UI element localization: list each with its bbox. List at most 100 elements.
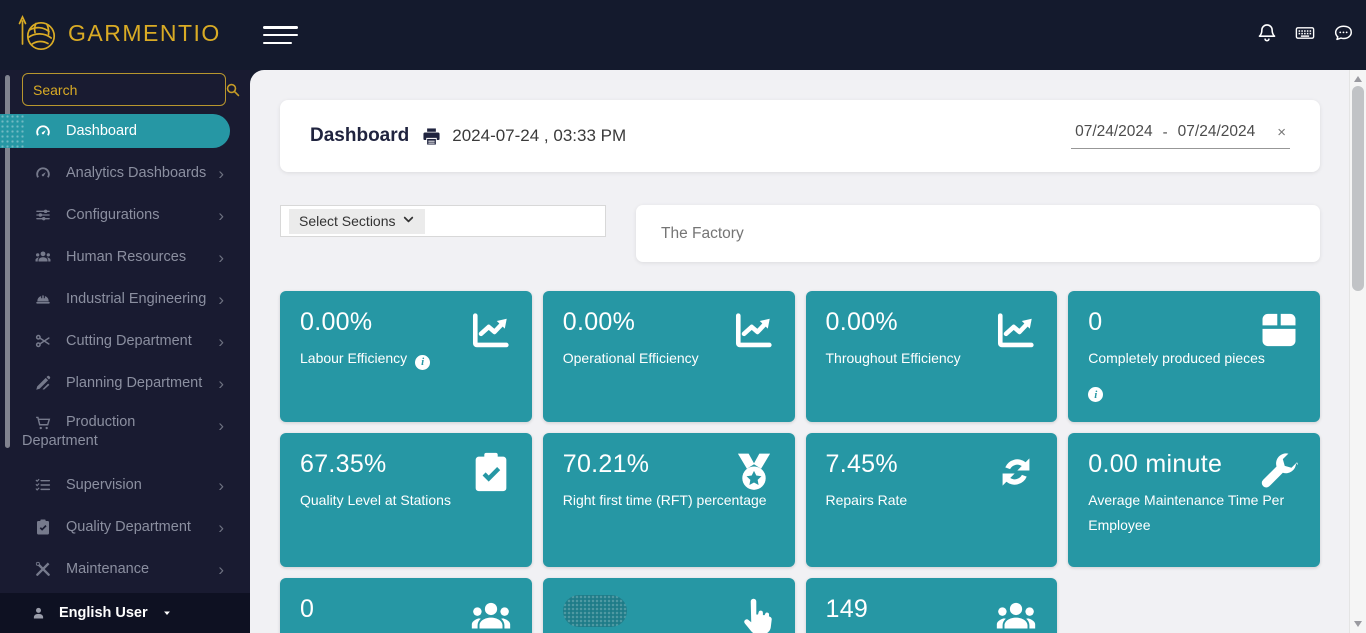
info-row: i xyxy=(1088,383,1300,402)
brand[interactable]: GARMENTIO xyxy=(14,12,221,54)
sliders-icon xyxy=(34,206,52,224)
chat-icon[interactable] xyxy=(1332,22,1354,44)
user-menu[interactable]: English User xyxy=(0,593,250,633)
kpi-label-text: Average Maintenance Time Per Employee xyxy=(1088,492,1285,533)
chevron-right-icon: › xyxy=(218,373,224,393)
chevron-right-icon: › xyxy=(218,416,224,435)
kpi-card-right-first-time-rft-percentage: 70.21% Right first time (RFT) percentage xyxy=(542,433,795,567)
users-icon xyxy=(34,248,52,266)
yarn-logo-icon xyxy=(14,12,60,54)
chevron-right-icon: › xyxy=(218,475,224,495)
dashboard-header-card: Dashboard 2024-07-24 , 03:33 PM 07/24/20… xyxy=(280,100,1320,172)
kpi-card-average-maintenance-time-per-employee: 0.00 minute Average Maintenance Time Per … xyxy=(1068,433,1320,567)
chart-line-icon xyxy=(731,307,777,353)
search-icon[interactable] xyxy=(224,81,241,98)
sidebar-item-supervision[interactable]: Supervision › xyxy=(0,464,250,506)
kpi-card: 149 xyxy=(805,578,1058,633)
brand-name: GARMENTIO xyxy=(68,19,221,46)
info-icon[interactable]: i xyxy=(1088,387,1104,402)
sidebar-item-label: Cutting Department xyxy=(66,333,192,349)
chevron-right-icon: › xyxy=(218,289,224,309)
kpi-value: 0.00% xyxy=(562,308,636,336)
sidebar-item-production-department[interactable]: Production Department › xyxy=(0,404,250,464)
kpi-value: 0 xyxy=(1088,308,1103,336)
kpi-value xyxy=(562,595,775,633)
kpi-card: 0 xyxy=(280,578,532,633)
date-to: 07/24/2024 xyxy=(1177,123,1256,140)
sidebar-item-analytics-dashboards[interactable]: Analytics Dashboards › xyxy=(0,152,250,194)
sidebar-item-planning-department[interactable]: Planning Department › xyxy=(0,362,250,404)
kpi-card-labour-efficiency: 0.00% Labour Efficiency i xyxy=(280,291,532,422)
hard-hat-icon xyxy=(34,290,52,308)
select-sections-button[interactable]: Select Sections xyxy=(289,208,425,234)
hamburger-menu-icon[interactable] xyxy=(263,26,298,44)
sidebar-item-cutting-department[interactable]: Cutting Department › xyxy=(0,320,250,362)
user-label: English User xyxy=(59,605,148,621)
vertical-scrollbar[interactable] xyxy=(1349,70,1366,633)
clipboard-check-icon xyxy=(468,449,514,495)
kpi-card-throughout-efficiency: 0.00% Throughout Efficiency xyxy=(805,291,1058,422)
kpi-card-quality-level-at-stations: 67.35% Quality Level at Stations xyxy=(280,433,532,567)
kpi-card-operational-efficiency: 0.00% Operational Efficiency xyxy=(542,291,795,422)
sidebar-item-label: Quality Department xyxy=(66,519,191,535)
chevron-right-icon: › xyxy=(218,559,224,579)
search-input[interactable] xyxy=(23,81,224,98)
sidebar-item-industrial-engineering[interactable]: Industrial Engineering › xyxy=(0,278,250,320)
kpi-label: Completely produced pieces xyxy=(1088,346,1300,371)
kpi-value: 70.21% xyxy=(562,450,650,478)
sidebar-item-label: Analytics Dashboards xyxy=(66,165,207,181)
obscured-value xyxy=(562,595,627,627)
kpi-card-repairs-rate: 7.45% Repairs Rate xyxy=(805,433,1058,567)
sidebar-item-maintenance[interactable]: Maintenance › xyxy=(0,548,250,590)
date-clear-button[interactable]: × xyxy=(1277,123,1286,141)
kpi-value: 0.00% xyxy=(825,308,898,336)
bell-icon[interactable] xyxy=(1256,22,1278,44)
date-range-picker[interactable]: 07/24/2024 - 07/24/2024 × xyxy=(1071,123,1290,149)
chevron-right-icon: › xyxy=(218,331,224,351)
recycle-icon xyxy=(993,449,1039,495)
kpi-label: Throughout Efficiency xyxy=(826,346,1038,371)
tools-icon xyxy=(34,560,52,578)
kpi-label-text: Repairs Rate xyxy=(825,492,908,508)
scrollbar-thumb[interactable] xyxy=(1352,86,1364,291)
sidebar-item-quality-department[interactable]: Quality Department › xyxy=(0,506,250,548)
users-icon xyxy=(468,594,514,633)
chevron-right-icon: › xyxy=(218,247,224,267)
kpi-label-text: Labour Efficiency xyxy=(300,350,408,366)
sidebar-item-configurations[interactable]: Configurations › xyxy=(0,194,250,236)
factory-select[interactable]: The Factory xyxy=(636,205,1320,262)
sidebar-item-dashboard[interactable]: Dashboard xyxy=(0,114,230,148)
users-icon xyxy=(993,594,1039,633)
keyboard-icon[interactable] xyxy=(1294,22,1316,44)
sidebar-item-label: Dashboard xyxy=(66,123,137,139)
sidebar-item-label: Human Resources xyxy=(66,249,187,265)
sidebar-menu: Dashboard Analytics Dashboards › Configurat… xyxy=(0,110,250,590)
scroll-down-arrow[interactable] xyxy=(1354,621,1362,627)
chart-line-icon xyxy=(468,307,514,353)
list-check-icon xyxy=(34,476,52,494)
kpi-card xyxy=(542,578,795,633)
kpi-grid: 0.00% Labour Efficiency i 0.00% Operational … xyxy=(280,291,1320,633)
scroll-up-arrow[interactable] xyxy=(1354,76,1362,82)
info-icon[interactable]: i xyxy=(415,355,431,371)
header-datetime: 2024-07-24 , 03:33 PM xyxy=(452,126,627,145)
chevron-right-icon: › xyxy=(218,205,224,225)
medal-icon xyxy=(731,449,777,495)
gauge-icon xyxy=(34,122,52,140)
sidebar-search xyxy=(22,73,240,106)
kpi-value: 149 xyxy=(825,595,869,623)
select-sections-box: Select Sections xyxy=(280,205,606,237)
cart-icon xyxy=(34,414,52,432)
kpi-label: Repairs Rate xyxy=(826,488,1038,513)
sidebar-item-label: Planning Department xyxy=(66,375,203,391)
chevron-right-icon: › xyxy=(218,163,224,183)
main-content: Dashboard 2024-07-24 , 03:33 PM 07/24/20… xyxy=(250,70,1366,633)
factory-name: The Factory xyxy=(661,224,744,242)
kpi-label-text: Operational Efficiency xyxy=(562,350,699,366)
sidebar-item-human-resources[interactable]: Human Resources › xyxy=(0,236,250,278)
printer-icon[interactable] xyxy=(421,126,442,147)
kpi-label: Average Maintenance Time Per Employee xyxy=(1088,488,1300,537)
sidebar-scrollbar-thumb[interactable] xyxy=(5,75,10,448)
user-icon xyxy=(30,605,47,622)
